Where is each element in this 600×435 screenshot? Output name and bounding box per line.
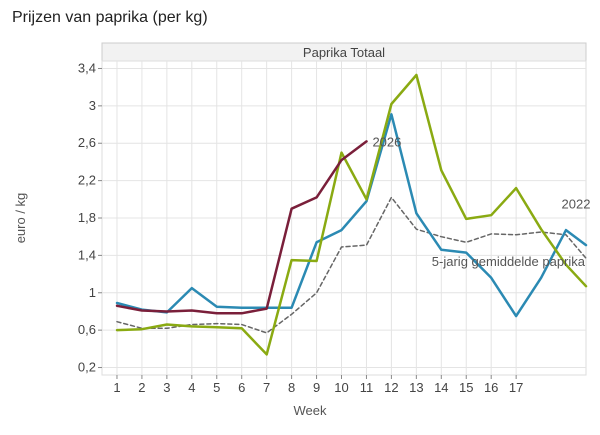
- y-tick-label: 2,6: [78, 135, 96, 150]
- x-tick-label: 13: [409, 380, 423, 395]
- series-label-2022: 2022: [562, 197, 591, 212]
- x-tick-label: 17: [509, 380, 523, 395]
- x-tick-label: 6: [238, 380, 245, 395]
- x-tick-label: 1: [113, 380, 120, 395]
- x-ticks: 1 2 3 4 5 6 7 8 9 10 11 12 13 14 15 16 17: [113, 375, 523, 395]
- x-tick-label: 3: [163, 380, 170, 395]
- x-axis-label: Week: [294, 403, 327, 418]
- grid-x: [116, 61, 517, 375]
- series-group: [115, 73, 588, 356]
- y-tick-label: 3,4: [78, 60, 96, 75]
- x-tick-label: 4: [188, 380, 195, 395]
- series-line-gemiddelde: [116, 196, 587, 334]
- x-tick-label: 7: [263, 380, 270, 395]
- series-label-2026: 2026: [372, 134, 401, 149]
- y-tick-label: 2,2: [78, 173, 96, 188]
- series-label-gemiddelde: 5-jarig gemiddelde paprika: [432, 254, 586, 269]
- y-tick-label: 0,2: [78, 360, 96, 375]
- y-tick-label: 1,4: [78, 247, 96, 262]
- series-line-2023: [115, 73, 588, 356]
- x-tick-label: 16: [484, 380, 498, 395]
- y-tick-label: 0,6: [78, 322, 96, 337]
- x-tick-label: 12: [384, 380, 398, 395]
- x-tick-label: 15: [459, 380, 473, 395]
- x-tick-label: 8: [288, 380, 295, 395]
- x-tick-label: 5: [213, 380, 220, 395]
- y-ticks: 0,2 0,6 1 1,4 1,8 2,2 2,6 3 3,4: [78, 60, 102, 375]
- panel-title: Paprika Totaal: [303, 45, 385, 60]
- y-tick-label: 1: [89, 285, 96, 300]
- x-tick-label: 10: [334, 380, 348, 395]
- annotations: 2026 2022 5-jarig gemiddelde paprika: [372, 134, 590, 269]
- x-tick-label: 14: [434, 380, 448, 395]
- series-line-2022: [115, 113, 588, 318]
- grid-y: [102, 67, 586, 369]
- x-tick-label: 2: [138, 380, 145, 395]
- x-tick-label: 11: [360, 380, 374, 395]
- chart-title: Prijzen van paprika (per kg): [12, 9, 208, 26]
- y-axis-label: euro / kg: [13, 193, 28, 244]
- y-tick-label: 3: [89, 98, 96, 113]
- series-line-2026: [115, 140, 368, 315]
- x-tick-label: 9: [313, 380, 320, 395]
- y-tick-label: 1,8: [78, 210, 96, 225]
